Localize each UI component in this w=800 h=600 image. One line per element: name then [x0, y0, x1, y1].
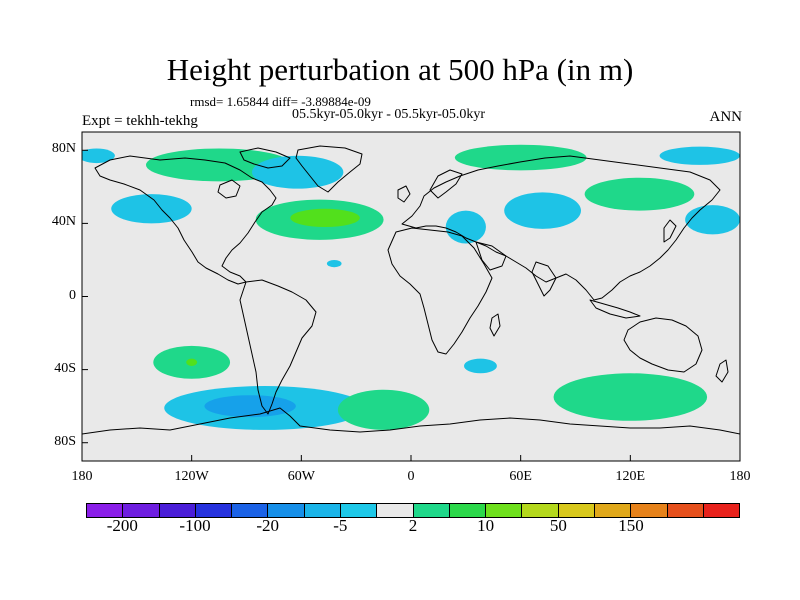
anomaly-mediterranean-low [445, 210, 486, 244]
season-label: ANN [709, 109, 743, 125]
colorbar-box [667, 504, 704, 517]
x-tick-label: 180 [729, 469, 751, 484]
anomaly-south-indian-high [553, 373, 708, 421]
anomaly-greenland-low [251, 155, 344, 189]
y-tick-label: 80N [51, 141, 76, 157]
x-tick-label: 120E [615, 469, 646, 484]
experiment-label: Expt = tekhh-tekhg [82, 113, 198, 129]
colorbar-box [558, 504, 595, 517]
colorbar-box [449, 504, 487, 517]
anomaly-south-atlantic-high [337, 389, 430, 430]
coast-arabia [475, 241, 507, 271]
coast-scandinavia [429, 169, 463, 199]
colorbar-label: 150 [618, 516, 644, 535]
axis-ticks [81, 149, 741, 461]
coast-antarctica [82, 407, 740, 435]
anomaly-north-atlantic-high-core [290, 208, 360, 228]
colorbar-box [486, 504, 523, 517]
coast-south-america [239, 279, 317, 415]
colorbar-box [413, 504, 450, 517]
anomaly-east-asia-high [584, 177, 695, 211]
colorbar-box [159, 504, 196, 517]
coast-british-isles [397, 185, 411, 203]
anomaly-north-pacific-low [111, 194, 192, 224]
coast-africa [387, 227, 493, 355]
colorbar-box [232, 504, 269, 517]
colorbar-label: 10 [477, 516, 495, 535]
anomaly-indian-ocean-low [464, 358, 497, 374]
colorbar [86, 503, 741, 518]
coastlines [82, 145, 740, 435]
anomaly-siberia-high [454, 144, 587, 171]
coast-arctic-islands [239, 147, 291, 169]
coast-hudson-bay [217, 179, 241, 199]
colorbar-box [304, 504, 341, 517]
colorbar-box [594, 504, 632, 517]
coast-australia [623, 317, 703, 373]
colorbar-box [377, 504, 414, 517]
colorbar-box [195, 504, 233, 517]
anomaly-bering-low [659, 146, 740, 165]
colorbar-box [123, 504, 160, 517]
colorbar-box [340, 504, 378, 517]
anomaly-central-asia-low [504, 192, 581, 229]
anomaly-south-pacific-high-core [186, 358, 198, 366]
colorbar-box [268, 504, 305, 517]
anomaly-kamchatka-low [685, 205, 740, 235]
colorbar-box [86, 504, 124, 517]
y-tick-label: 40N [51, 214, 76, 230]
colorbar-label: -20 [256, 516, 279, 535]
x-tick-label: 180 [71, 469, 93, 484]
coast-eurasia [401, 155, 721, 301]
colorbar-box [631, 504, 668, 517]
anomaly-alaska-low [82, 148, 115, 164]
colorbar-label: -200 [106, 516, 138, 535]
colorbar-label: 50 [549, 516, 567, 535]
coast-indonesia [589, 299, 641, 319]
y-tick-label: 0 [69, 287, 76, 303]
x-tick-label: 120W [174, 469, 209, 484]
subtitle-text: 05.5kyr-05.0kyr - 05.5kyr-05.0kyr [292, 107, 486, 122]
stats-text: rmsd= 1.65844 diff= -3.89884e-09 [190, 94, 371, 109]
plot-title: Height perturbation at 500 hPa (in m) [166, 52, 634, 87]
y-tick-label: 80S [54, 433, 76, 449]
colorbar-box [522, 504, 559, 517]
x-tick-label: 60W [287, 469, 315, 484]
coast-greenland [295, 145, 363, 193]
y-tick-label: 40S [54, 360, 76, 376]
anomaly-atlantic-small-low [326, 259, 342, 268]
anomaly-southern-ocean-low-inner [204, 395, 296, 418]
colorbar-label: -100 [179, 516, 211, 535]
coast-japan [663, 219, 677, 243]
coast-north-america [94, 155, 277, 285]
coast-madagascar [489, 313, 501, 337]
anomaly-contours [82, 144, 740, 430]
colorbar-label: -5 [333, 516, 348, 535]
colorbar-box [703, 504, 741, 517]
x-tick-label: 0 [407, 469, 415, 484]
coast-new-zealand [715, 359, 729, 383]
coast-india [531, 261, 557, 297]
x-tick-label: 60E [509, 469, 532, 484]
colorbar-label: 2 [408, 516, 418, 535]
